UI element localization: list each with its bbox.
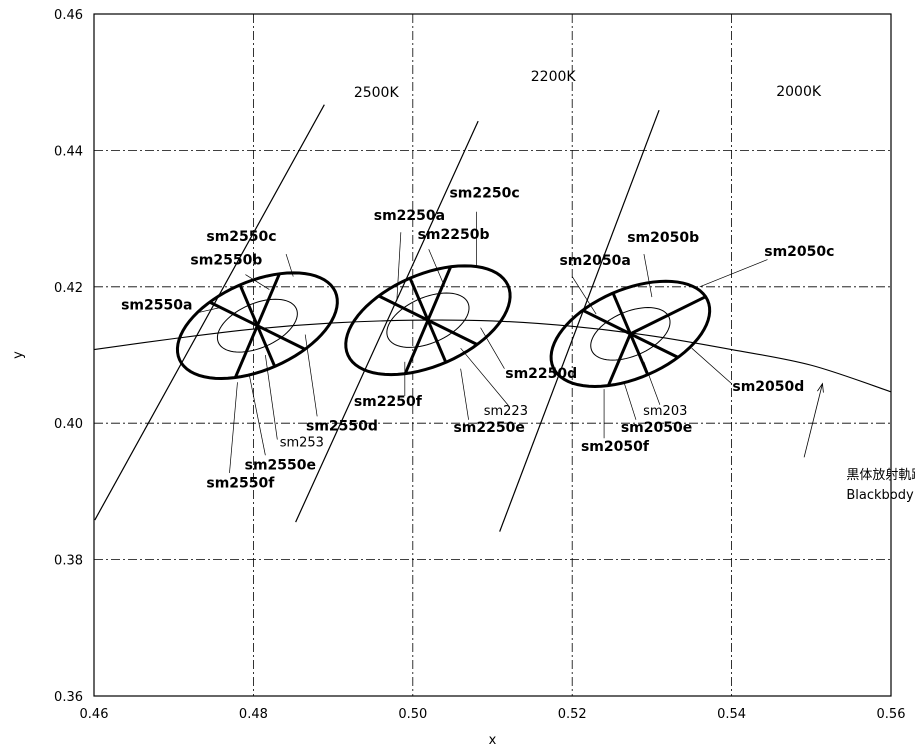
leader-sm2250b — [428, 249, 446, 287]
label-sm2550f: sm2550f — [206, 475, 275, 491]
label-sm2550c: sm2550c — [206, 229, 276, 245]
leader-sm2550e — [249, 375, 266, 456]
spoke-sm2250b — [408, 277, 430, 321]
leader-sm2250e — [460, 368, 469, 420]
label-sm2050f: sm2050f — [581, 439, 650, 455]
spoke-sm2050c — [629, 295, 707, 336]
spoke-sm2550a — [209, 300, 259, 328]
x-tick-label: 0.54 — [717, 707, 746, 722]
blackbody-locus-curve — [93, 319, 892, 393]
spoke-sm2050b — [611, 292, 632, 335]
label-sm2250b: sm2250b — [418, 227, 490, 243]
x-tick-label: 0.56 — [877, 707, 906, 722]
y-tick-label: 0.36 — [54, 690, 83, 705]
spoke-sm2050e — [629, 333, 650, 376]
x-tick-label: 0.52 — [558, 707, 587, 722]
spoke-sm2550e — [256, 325, 277, 368]
inner-ellipse-sm253 — [216, 298, 298, 353]
locus-arrow-line — [803, 383, 823, 458]
label-sm2050c: sm2050c — [764, 244, 834, 260]
tolerance-ellipses — [175, 264, 712, 388]
leader-sm223 — [460, 347, 509, 406]
label-sm2250d: sm2250d — [505, 366, 577, 382]
x-tick-label: 0.50 — [398, 707, 427, 722]
label-sm2050b: sm2050b — [627, 230, 699, 246]
label-sm2550e: sm2550e — [245, 458, 316, 474]
isotemperature-lines — [94, 104, 660, 532]
leader-sm2550b — [245, 274, 270, 290]
label-sm2250f: sm2250f — [354, 394, 423, 410]
leader-sm2550d — [304, 334, 318, 417]
ellipse-sm2250 — [344, 264, 512, 377]
spoke-sm2550c — [256, 273, 281, 327]
label-sm2050e: sm2050e — [621, 420, 692, 436]
spoke-sm2050f — [606, 333, 632, 387]
x-tick-label: 0.46 — [80, 707, 109, 722]
spoke-sm2050d — [629, 332, 679, 359]
isotemperature-line-2200K — [295, 120, 479, 523]
label-sm203: sm203 — [643, 404, 687, 419]
label-sm2250e: sm2250e — [453, 420, 524, 436]
x-tick-label: 0.48 — [239, 707, 268, 722]
y-tick-label: 0.44 — [54, 144, 83, 159]
leader-sm2250a — [396, 232, 402, 301]
y-tick-label: 0.46 — [54, 8, 83, 23]
leader-sm2050a — [571, 276, 597, 315]
grid — [94, 14, 891, 696]
y-tick-label: 0.40 — [54, 417, 83, 432]
label-sm2550d: sm2550d — [306, 419, 378, 435]
label-sm2550a: sm2550a — [121, 297, 192, 313]
spoke-sm2550b — [238, 284, 259, 327]
inner-ellipse-sm223 — [386, 292, 470, 348]
tick-labels: 0.46 0.48 0.50 0.52 0.54 0.56 0.36 0.38 0.40 0.42… — [54, 8, 905, 722]
label-2200K: 2200K — [531, 69, 577, 85]
y-tick-label: 0.42 — [54, 281, 83, 296]
spoke-sm2250c — [426, 266, 453, 321]
label-sm223: sm223 — [484, 404, 528, 419]
leader-sm2050c — [699, 259, 768, 288]
label-sm253: sm253 — [280, 435, 324, 450]
spoke-sm2250d — [427, 318, 478, 346]
y-axis-label: y — [11, 351, 26, 359]
label-locus_en: Blackbody Locus — [846, 488, 915, 503]
label-sm2550b: sm2550b — [190, 252, 262, 268]
y-tick-label: 0.38 — [54, 554, 83, 569]
label-sm2250a: sm2250a — [374, 208, 445, 224]
blackbody-locus — [93, 319, 892, 458]
leader-sm253 — [265, 354, 278, 440]
ellipse-sm2050 — [549, 279, 712, 388]
leader-sm2550c — [285, 253, 294, 277]
leader-sm203 — [643, 361, 661, 405]
spoke-sm2250a — [378, 294, 429, 322]
inner-ellipse-sm203 — [590, 307, 671, 361]
spoke-sm2250f — [403, 319, 430, 375]
label-2000K: 2000K — [776, 84, 822, 100]
label-sm2050d: sm2050d — [732, 379, 804, 395]
leader-sm2550f — [229, 382, 238, 474]
leader-sm2250d — [480, 327, 505, 369]
label-2500K: 2500K — [354, 85, 400, 101]
spoke-sm2250e — [426, 319, 448, 363]
label-sm2050a: sm2050a — [559, 253, 630, 269]
isotemperature-line-2000K — [499, 109, 660, 532]
isotemperature-line-2500K — [94, 104, 325, 521]
spoke-sm2550d — [256, 324, 306, 351]
spoke-sm2050a — [582, 308, 632, 336]
x-axis-label: x — [489, 733, 497, 748]
leader-sm2550a — [197, 306, 222, 314]
plot-frame — [93, 13, 892, 697]
leader-sm2050d — [691, 347, 732, 384]
ellipse-sm2550 — [175, 271, 339, 381]
leader-sm2050b — [643, 254, 653, 298]
label-sm2250c: sm2250c — [449, 185, 519, 201]
leader-sm2050e — [623, 382, 637, 420]
label-locus_jp: 黒体放射軌跡 — [846, 467, 915, 483]
locus-arrow-head — [817, 382, 824, 393]
spoke-sm2550f — [233, 325, 259, 379]
